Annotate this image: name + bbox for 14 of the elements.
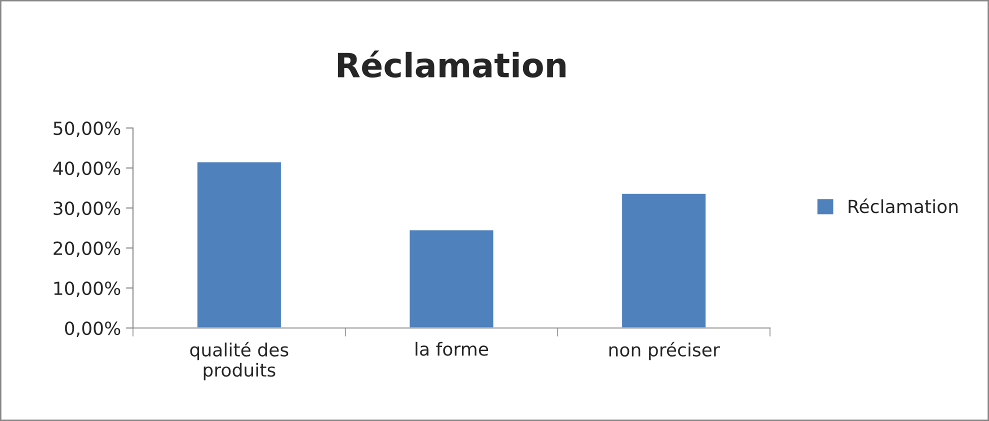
y-tick-label: 0,00%	[65, 321, 120, 337]
x-tick-label: qualité des produits	[190, 342, 288, 380]
x-tick-label: la forme	[416, 342, 488, 356]
legend-label: Réclamation	[848, 198, 958, 214]
y-tick-label: 10,00%	[54, 281, 120, 297]
y-tick-label: 50,00%	[54, 121, 120, 137]
bar	[196, 160, 282, 328]
x-tick-label: non préciser	[609, 342, 720, 360]
y-tick-label: 20,00%	[54, 241, 120, 257]
chart-title: Réclamation	[338, 50, 566, 78]
y-tick-label: 40,00%	[53, 161, 120, 177]
bar	[620, 192, 707, 328]
bar	[408, 228, 495, 328]
y-tick-label: 30,00%	[54, 201, 120, 217]
